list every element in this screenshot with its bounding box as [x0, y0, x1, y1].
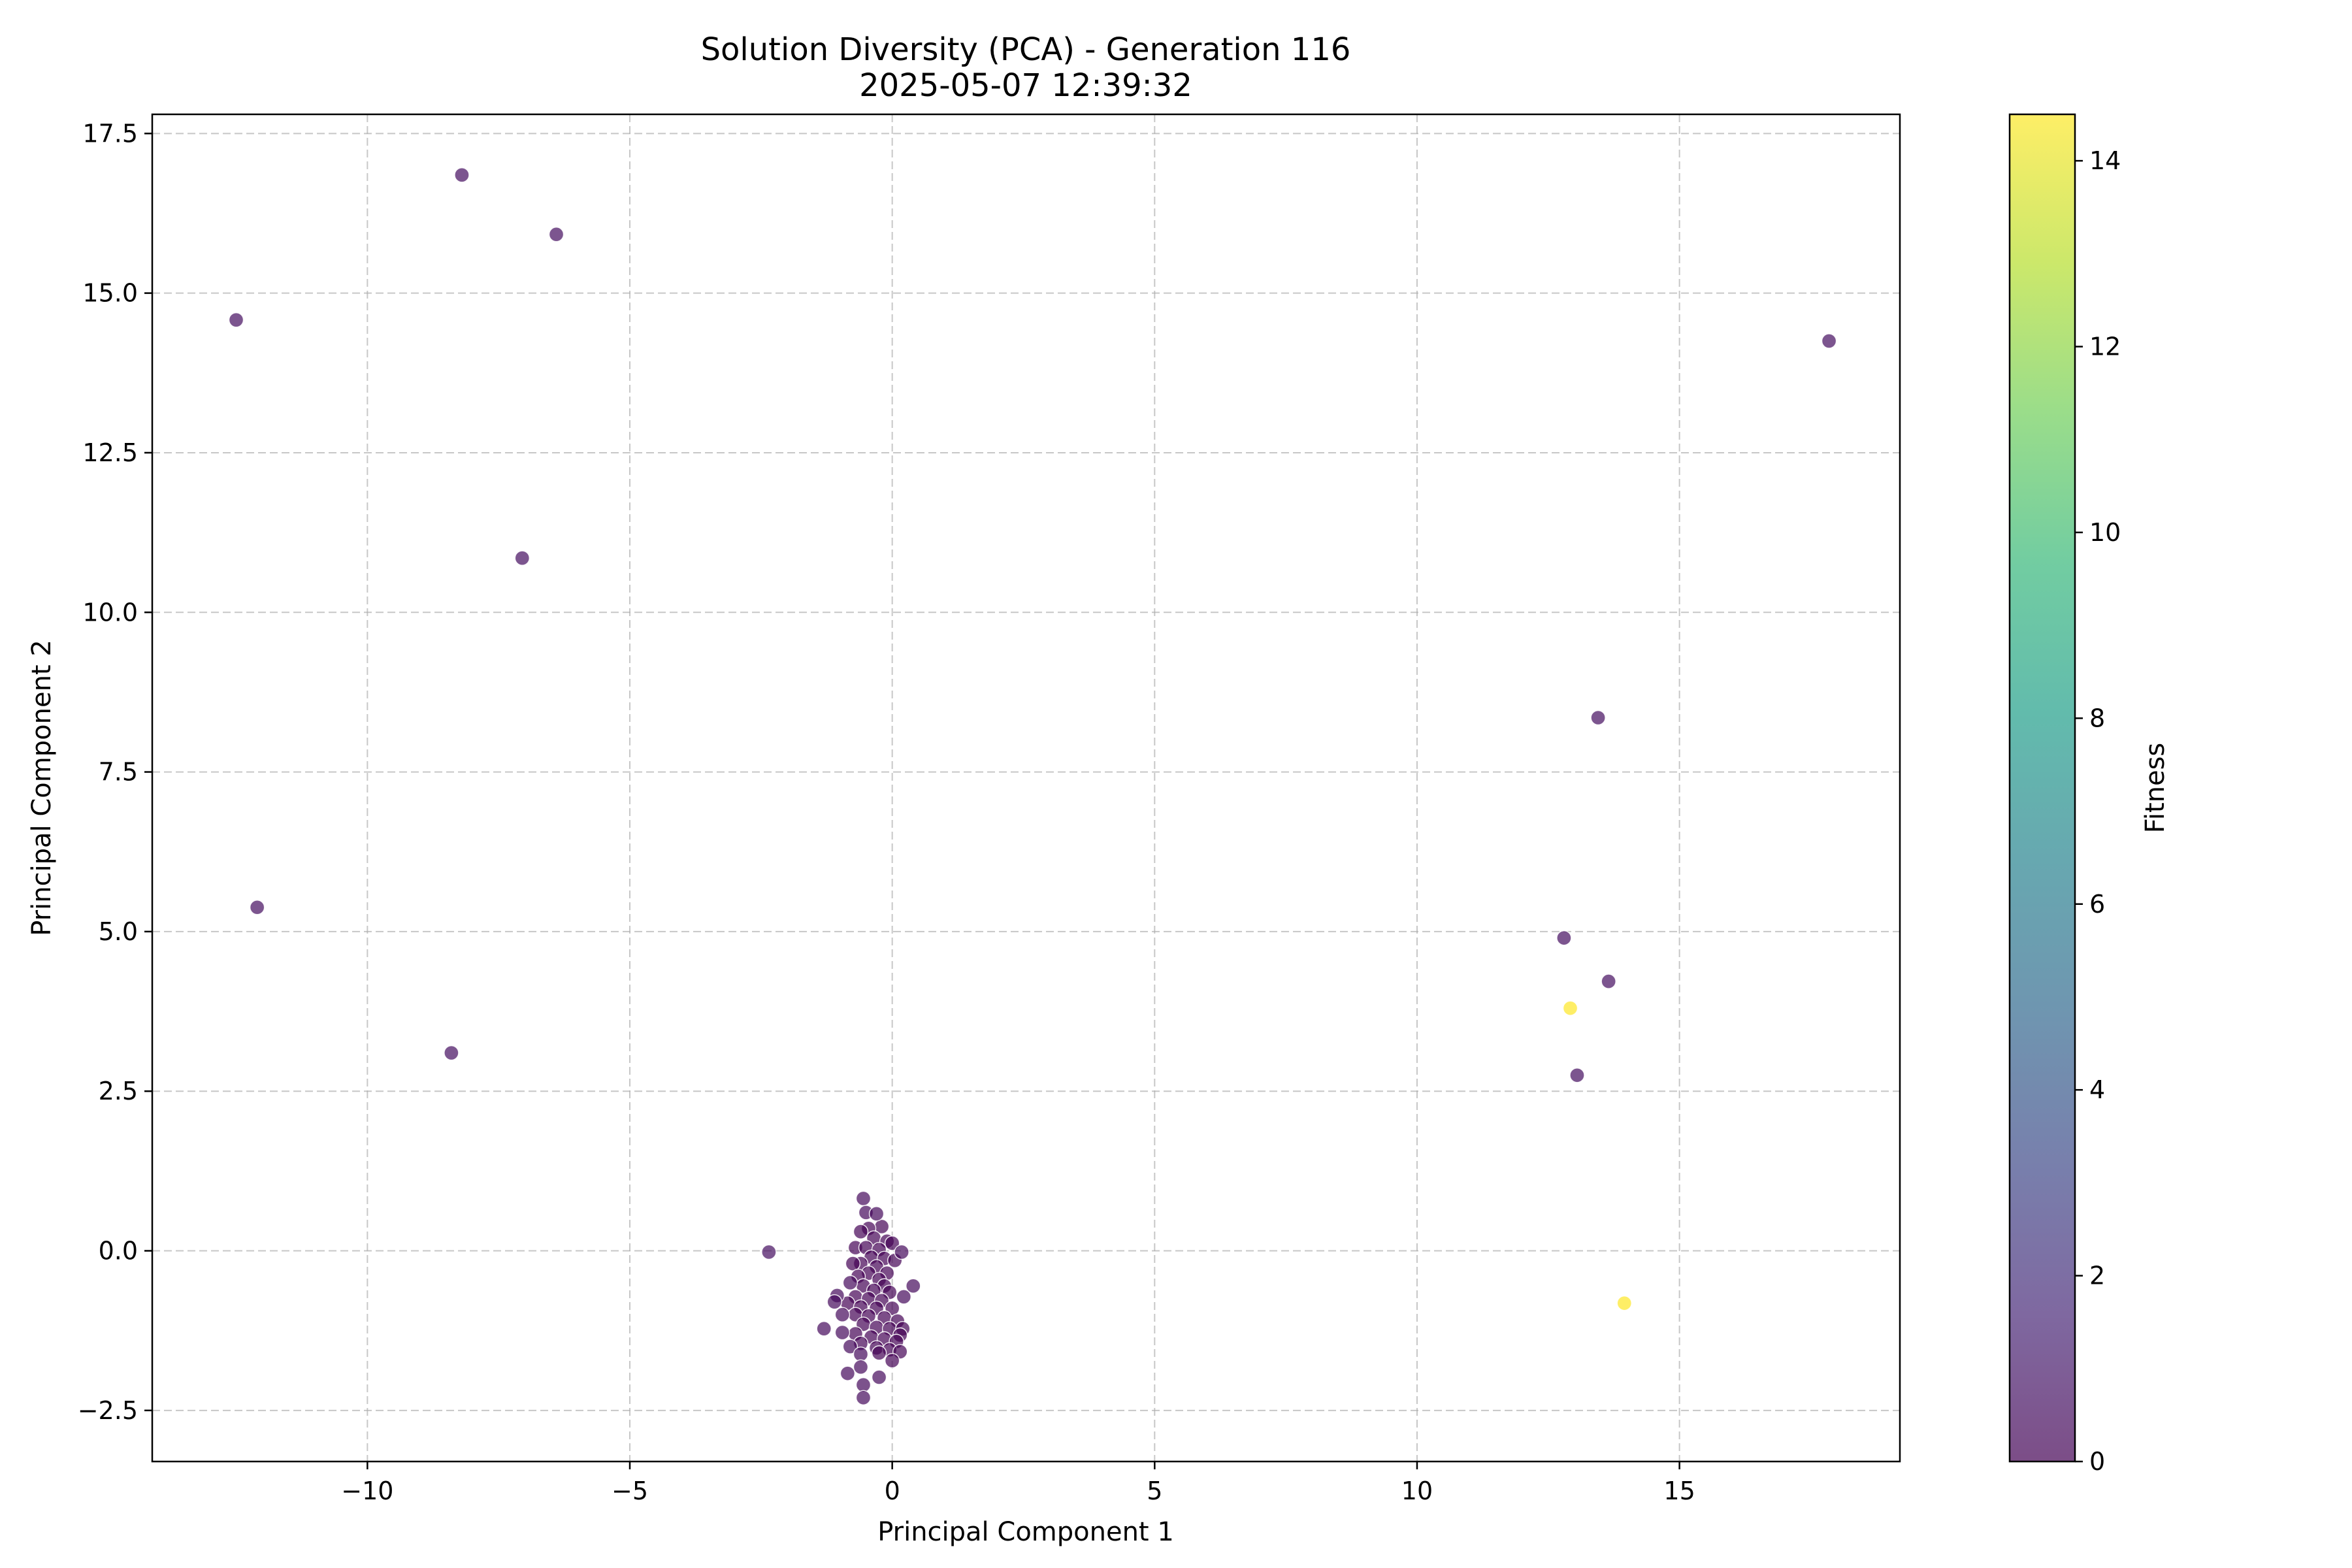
- data-point: [1556, 930, 1572, 946]
- colorbar-ticks: 0 2 4 6 8 10 12 14: [2075, 146, 2121, 1476]
- y-axis-label: Principal Component 2: [27, 640, 57, 936]
- data-point: [842, 1339, 858, 1354]
- x-tick-label: −5: [612, 1477, 648, 1505]
- plot-frame: [151, 113, 1901, 1463]
- data-point: [884, 1235, 900, 1251]
- data-points: [228, 167, 1837, 1405]
- data-point: [842, 1275, 858, 1291]
- data-point: [1590, 710, 1606, 726]
- data-point: [853, 1224, 869, 1239]
- y-tick-label: 12.5: [82, 438, 138, 467]
- y-tick-label: 5.0: [99, 917, 138, 946]
- x-tick-label: 5: [1147, 1477, 1162, 1505]
- x-tick-label: 0: [885, 1477, 900, 1505]
- data-point: [868, 1206, 885, 1222]
- colorbar-tick-label: 14: [2089, 146, 2121, 175]
- colorbar-tick-label: 2: [2089, 1262, 2105, 1290]
- data-point: [845, 1256, 861, 1271]
- plot-area: −10 −5 0 5 10 15 −2.5 0.0 2.5 5.0 7.5 10.0 12.5 15.0…: [78, 113, 1901, 1505]
- data-point: [894, 1244, 909, 1260]
- data-point: [249, 900, 265, 915]
- data-point: [884, 1352, 900, 1369]
- colorbar-tick-label: 10: [2089, 518, 2121, 547]
- data-point: [761, 1244, 777, 1260]
- colorbar-frame: [2008, 113, 2076, 1463]
- grid-lines: [152, 114, 1900, 1462]
- data-point: [871, 1345, 887, 1361]
- y-tick-label: 2.5: [99, 1077, 138, 1105]
- y-axis-ticks: −2.5 0.0 2.5 5.0 7.5 10.0 12.5 15.0 17.5: [78, 119, 152, 1425]
- data-point: [906, 1278, 921, 1294]
- data-point: [834, 1324, 851, 1341]
- colorbar: 0 2 4 6 8 10 12 14: [2008, 113, 2121, 1476]
- data-point: [1616, 1295, 1632, 1311]
- data-point: [1821, 333, 1837, 349]
- x-tick-label: −10: [341, 1477, 393, 1505]
- data-point: [1601, 973, 1616, 989]
- data-point: [1562, 1000, 1578, 1016]
- y-tick-label: 0.0: [99, 1237, 138, 1266]
- x-axis-ticks: −10 −5 0 5 10 15: [341, 1462, 1695, 1505]
- data-point: [853, 1347, 869, 1362]
- data-point: [454, 167, 470, 183]
- colorbar-label: Fitness: [2140, 743, 2170, 834]
- data-point: [816, 1321, 832, 1337]
- data-point: [871, 1369, 887, 1385]
- data-point: [444, 1045, 459, 1061]
- data-point: [896, 1289, 912, 1305]
- chart-title: Solution Diversity (PCA) - Generation 11…: [701, 31, 1351, 68]
- y-tick-label: 15.0: [82, 279, 138, 308]
- y-tick-label: 17.5: [82, 119, 138, 148]
- x-tick-label: 10: [1401, 1477, 1433, 1505]
- data-point: [548, 227, 564, 242]
- plot-background: [152, 114, 1900, 1462]
- data-point: [853, 1359, 869, 1375]
- y-tick-label: −2.5: [78, 1396, 138, 1425]
- data-point: [826, 1294, 842, 1310]
- data-point: [855, 1190, 872, 1207]
- colorbar-tick-label: 4: [2089, 1075, 2105, 1104]
- y-tick-label: 7.5: [99, 758, 138, 787]
- colorbar-tick-label: 6: [2089, 890, 2105, 919]
- colorbar-gradient: [2010, 114, 2075, 1462]
- data-point: [840, 1365, 856, 1381]
- colorbar-tick-label: 12: [2089, 333, 2121, 361]
- x-tick-label: 15: [1663, 1477, 1695, 1505]
- data-point: [834, 1307, 851, 1322]
- data-point: [855, 1390, 872, 1405]
- data-point: [1569, 1068, 1585, 1083]
- data-point: [514, 550, 531, 566]
- colorbar-tick-label: 8: [2089, 704, 2105, 732]
- data-point: [228, 312, 244, 328]
- data-point: [855, 1377, 872, 1393]
- y-tick-label: 10.0: [82, 598, 138, 627]
- chart-subtitle: 2025-05-07 12:39:32: [859, 67, 1192, 104]
- colorbar-tick-label: 0: [2089, 1447, 2105, 1476]
- x-axis-label: Principal Component 1: [877, 1517, 1174, 1547]
